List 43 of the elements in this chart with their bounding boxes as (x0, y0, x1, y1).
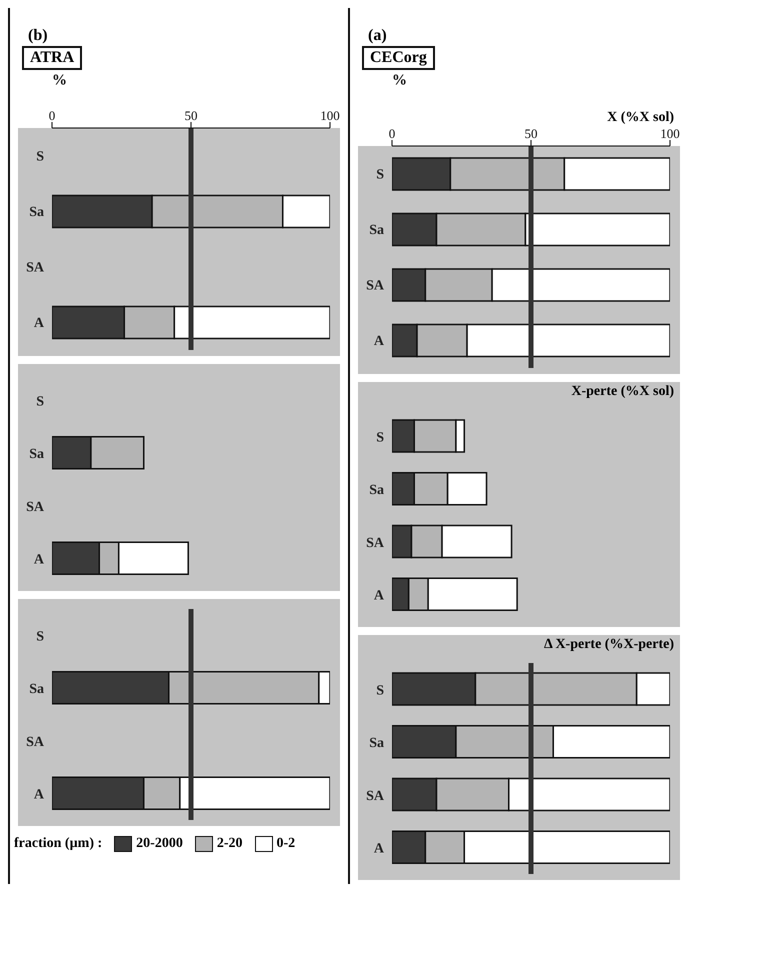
text: ATRA (22, 46, 82, 70)
y-tick-label: S (376, 168, 384, 183)
y-tick-label: S (36, 629, 44, 644)
chart-title: X-perte (%X sol) (571, 384, 674, 400)
y-tick-label: Sa (369, 483, 384, 498)
chart-title: X (%X sol) (607, 110, 674, 126)
legend-title: fraction (µm) : (14, 836, 102, 852)
y-tick-label: Sa (29, 682, 44, 698)
y-tick-label: SA (26, 500, 45, 515)
y-tick-label: A (374, 334, 385, 350)
legend-label: 0-2 (276, 836, 296, 852)
y-tick-label: Sa (369, 736, 384, 752)
x-axis-title: % (392, 72, 407, 89)
y-tick-label: SA (366, 788, 385, 804)
y-tick-label: SA (366, 536, 385, 551)
x-tick-label: 100 (320, 108, 340, 123)
x-tick-label: 0 (388, 126, 396, 141)
y-tick-label: A (374, 842, 385, 857)
x-tick-label: 50 (184, 108, 198, 123)
y-tick-label: A (34, 788, 45, 803)
text: (b) (27, 26, 49, 46)
y-tick-label: S (36, 394, 44, 410)
y-tick-label: SA (26, 734, 45, 750)
legend-label: 2-20 (216, 836, 242, 852)
text: (a) (367, 26, 388, 46)
y-tick-label: S (376, 430, 384, 446)
y-tick-label: S (36, 150, 44, 165)
y-tick-label: A (34, 552, 45, 568)
y-tick-label: A (34, 316, 45, 332)
y-tick-label: SA (366, 278, 385, 294)
chart-title: Δ X-perte (%X-perte) (544, 637, 674, 653)
x-axis-title: % (52, 72, 67, 89)
y-tick-label: SA (26, 260, 45, 276)
legend-label: 20-2000 (136, 836, 183, 852)
x-tick-label: 50 (524, 126, 538, 141)
y-tick-label: Sa (29, 447, 44, 462)
y-tick-label: A (374, 588, 385, 604)
x-tick-label: 100 (660, 126, 680, 141)
text: CECorg (362, 46, 435, 70)
y-tick-label: Sa (369, 223, 384, 238)
y-tick-label: S (376, 683, 384, 698)
x-tick-label: 0 (48, 108, 56, 123)
y-tick-label: Sa (29, 205, 44, 220)
